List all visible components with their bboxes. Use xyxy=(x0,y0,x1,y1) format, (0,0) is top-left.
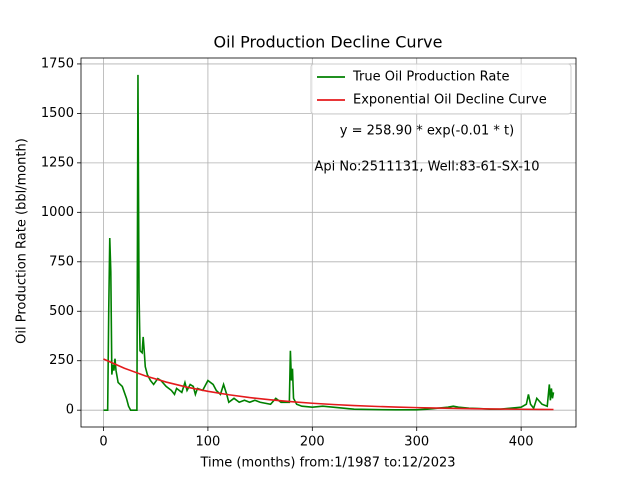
y-tick-label: 500 xyxy=(49,304,74,319)
data-line xyxy=(103,358,554,411)
x-axis-label: Time (months) from:1/1987 to:12/2023 xyxy=(199,456,455,471)
y-tick-label: 250 xyxy=(49,353,74,368)
y-tick-label: 1500 xyxy=(41,106,74,121)
legend-label: Exponential Oil Decline Curve xyxy=(353,93,547,108)
x-tick-label: 0 xyxy=(99,435,107,450)
y-tick-label: 1250 xyxy=(41,155,74,170)
legend-label: True Oil Production Rate xyxy=(352,70,509,85)
annotation: Api No:2511131, Well:83-61-SX-10 xyxy=(314,160,539,175)
y-axis-label: Oil Production Rate (bbl/month) xyxy=(15,138,30,344)
y-tick-label: 750 xyxy=(49,254,74,269)
legend-box xyxy=(310,63,572,115)
x-tick-label: 300 xyxy=(404,435,429,450)
x-tick-label: 400 xyxy=(509,435,534,450)
x-tick-label: 200 xyxy=(300,435,325,450)
annotation: y = 258.90 * exp(-0.01 * t) xyxy=(340,124,514,139)
chart-title: Oil Production Decline Curve xyxy=(214,33,443,52)
y-tick-label: 1000 xyxy=(41,205,74,220)
x-tick-label: 100 xyxy=(195,435,220,450)
plot-frame xyxy=(80,57,577,428)
y-tick-label: 0 xyxy=(66,403,74,418)
y-tick-label: 1750 xyxy=(41,56,74,71)
